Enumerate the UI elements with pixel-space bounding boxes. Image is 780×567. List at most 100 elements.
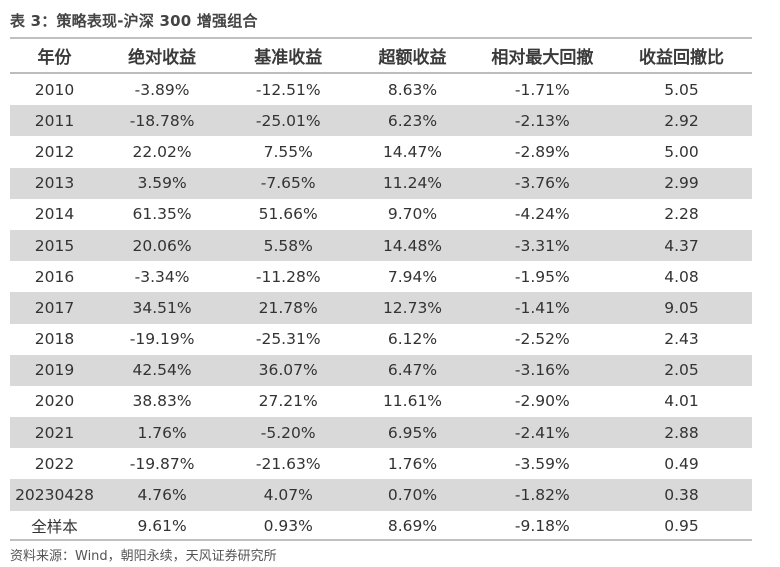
cell-absolute-return: -3.89% bbox=[134, 80, 190, 99]
cell-relative-max-drawdown: -3.31% bbox=[473, 229, 611, 262]
cell-excess-return: 12.73% bbox=[351, 292, 474, 324]
cell-relative-max-drawdown: -2.90% bbox=[514, 392, 570, 411]
cell-benchmark-return: 36.07% bbox=[225, 354, 352, 386]
cell-relative-max-drawdown: -2.52% bbox=[514, 330, 570, 349]
cell-year: 2020 bbox=[34, 392, 75, 411]
cell-return-drawdown-ratio: 2.28 bbox=[664, 205, 699, 224]
cell-absolute-return: 1.76% bbox=[99, 417, 226, 449]
cell-excess-return: 11.61% bbox=[382, 392, 443, 411]
cell-return-drawdown-ratio: 2.99 bbox=[610, 167, 752, 199]
cell-year: 2013 bbox=[10, 167, 100, 199]
cell-absolute-return: -3.34% bbox=[134, 267, 190, 286]
bottom-rule bbox=[10, 539, 752, 541]
table-row: 2013 3.59% -7.65% 11.24% -3.76% 2.99 bbox=[10, 167, 752, 199]
cell-absolute-return: 22.02% bbox=[132, 142, 192, 161]
cell-benchmark-return: -25.01% bbox=[225, 105, 352, 137]
header-benchmark-return: 基准收益 bbox=[225, 39, 352, 74]
cell-absolute-return: -18.78% bbox=[99, 105, 226, 137]
table-row: 2014 61.35% 51.66% 9.70% -4.24% 2.28 bbox=[10, 199, 752, 230]
cell-absolute-return: 4.76% bbox=[99, 479, 226, 511]
performance-table: 年份 绝对收益 基准收益 超额收益 相对最大回撤 收益回撤比 2010 -3.89… bbox=[10, 39, 752, 542]
top-rule bbox=[10, 37, 752, 39]
cell-year: 2012 bbox=[34, 142, 75, 161]
table-caption: 表 3：策略表现-沪深 300 增强组合 bbox=[10, 12, 258, 30]
cell-relative-max-drawdown: -1.82% bbox=[473, 479, 611, 511]
cell-return-drawdown-ratio: 2.88 bbox=[610, 417, 752, 449]
cell-relative-max-drawdown: -3.59% bbox=[514, 454, 570, 473]
cell-excess-return: 8.69% bbox=[387, 517, 438, 536]
cell-absolute-return: 3.59% bbox=[99, 167, 226, 199]
table-row: 20230428 4.76% 4.07% 0.70% -1.82% 0.38 bbox=[10, 479, 752, 511]
table-row: 2019 42.54% 36.07% 6.47% -3.16% 2.05 bbox=[10, 354, 752, 386]
cell-relative-max-drawdown: -4.24% bbox=[514, 205, 570, 224]
cell-return-drawdown-ratio: 4.01 bbox=[664, 392, 699, 411]
cell-year: 2016 bbox=[34, 267, 75, 286]
cell-excess-return: 0.70% bbox=[351, 479, 474, 511]
cell-excess-return: 11.24% bbox=[351, 167, 474, 199]
table-row: 2011 -18.78% -25.01% 6.23% -2.13% 2.92 bbox=[10, 105, 752, 137]
cell-absolute-return: 34.51% bbox=[99, 292, 226, 324]
cell-benchmark-return: 4.07% bbox=[225, 479, 352, 511]
cell-excess-return: 7.94% bbox=[387, 267, 438, 286]
header-relative-max-drawdown: 相对最大回撤 bbox=[473, 39, 611, 74]
cell-excess-return: 14.47% bbox=[382, 142, 443, 161]
cell-absolute-return: 9.61% bbox=[137, 517, 187, 536]
cell-year: 2015 bbox=[10, 229, 100, 262]
cell-relative-max-drawdown: -9.18% bbox=[514, 517, 570, 536]
cell-excess-return: 6.23% bbox=[351, 105, 474, 137]
cell-excess-return: 6.47% bbox=[351, 354, 474, 386]
cell-benchmark-return: 27.21% bbox=[258, 392, 318, 411]
cell-excess-return: 9.70% bbox=[387, 205, 438, 224]
cell-benchmark-return: -7.65% bbox=[225, 167, 352, 199]
cell-excess-return: 14.48% bbox=[351, 229, 474, 262]
cell-absolute-return: -19.87% bbox=[129, 454, 195, 473]
cell-return-drawdown-ratio: 5.05 bbox=[664, 80, 699, 99]
header-absolute-return: 绝对收益 bbox=[99, 39, 226, 74]
cell-year: 2011 bbox=[10, 105, 100, 137]
cell-excess-return: 8.63% bbox=[387, 80, 438, 99]
cell-return-drawdown-ratio: 4.08 bbox=[664, 267, 699, 286]
table-row: 2020 38.83% 27.21% 11.61% -2.90% 4.01 bbox=[10, 386, 752, 417]
table-row: 2015 20.06% 5.58% 14.48% -3.31% 4.37 bbox=[10, 229, 752, 262]
cell-excess-return: 6.95% bbox=[351, 417, 474, 449]
cell-return-drawdown-ratio: 2.43 bbox=[664, 330, 699, 349]
cell-benchmark-return: 51.66% bbox=[258, 205, 318, 224]
source-note: 资料来源：Wind，朝阳永续，天风证券研究所 bbox=[10, 549, 277, 564]
cell-benchmark-return: 0.93% bbox=[263, 517, 313, 536]
table-row: 2021 1.76% -5.20% 6.95% -2.41% 2.88 bbox=[10, 417, 752, 449]
table-body: 2010 -3.89% -12.51% 8.63% -1.71% 5.05 2011 -18.… bbox=[10, 73, 752, 542]
cell-absolute-return: 38.83% bbox=[132, 392, 192, 411]
cell-year: 2017 bbox=[10, 292, 100, 324]
cell-relative-max-drawdown: -1.41% bbox=[473, 292, 611, 324]
cell-benchmark-return: -5.20% bbox=[225, 417, 352, 449]
header-row: 年份 绝对收益 基准收益 超额收益 相对最大回撤 收益回撤比 bbox=[10, 39, 752, 74]
cell-return-drawdown-ratio: 4.37 bbox=[610, 229, 752, 262]
cell-year: 2022 bbox=[34, 454, 75, 473]
cell-return-drawdown-ratio: 2.05 bbox=[610, 354, 752, 386]
cell-excess-return: 1.76% bbox=[387, 454, 438, 473]
cell-relative-max-drawdown: -2.13% bbox=[473, 105, 611, 137]
cell-relative-max-drawdown: -3.76% bbox=[473, 167, 611, 199]
cell-return-drawdown-ratio: 9.05 bbox=[610, 292, 752, 324]
cell-year: 2019 bbox=[10, 354, 100, 386]
cell-year: 2010 bbox=[34, 80, 75, 99]
cell-excess-return: 6.12% bbox=[387, 330, 438, 349]
cell-benchmark-return: -12.51% bbox=[255, 80, 321, 99]
cell-year: 20230428 bbox=[10, 479, 100, 511]
table-row: 全样本 9.61% 0.93% 8.69% -9.18% 0.95 bbox=[10, 511, 752, 542]
cell-absolute-return: 42.54% bbox=[99, 354, 226, 386]
cell-benchmark-return: -25.31% bbox=[255, 330, 321, 349]
cell-return-drawdown-ratio: 0.95 bbox=[664, 517, 699, 536]
cell-benchmark-return: 21.78% bbox=[225, 292, 352, 324]
cell-year: 2021 bbox=[10, 417, 100, 449]
table-row: 2012 22.02% 7.55% 14.47% -2.89% 5.00 bbox=[10, 136, 752, 167]
cell-relative-max-drawdown: -1.95% bbox=[514, 267, 570, 286]
cell-return-drawdown-ratio: 2.92 bbox=[610, 105, 752, 137]
table-row: 2022 -19.87% -21.63% 1.76% -3.59% 0.49 bbox=[10, 448, 752, 479]
cell-relative-max-drawdown: -3.16% bbox=[473, 354, 611, 386]
cell-return-drawdown-ratio: 0.49 bbox=[664, 454, 699, 473]
cell-year: 2014 bbox=[34, 205, 75, 224]
header-return-drawdown-ratio: 收益回撤比 bbox=[610, 39, 752, 74]
table-row: 2018 -19.19% -25.31% 6.12% -2.52% 2.43 bbox=[10, 324, 752, 355]
cell-absolute-return: -19.19% bbox=[129, 330, 195, 349]
